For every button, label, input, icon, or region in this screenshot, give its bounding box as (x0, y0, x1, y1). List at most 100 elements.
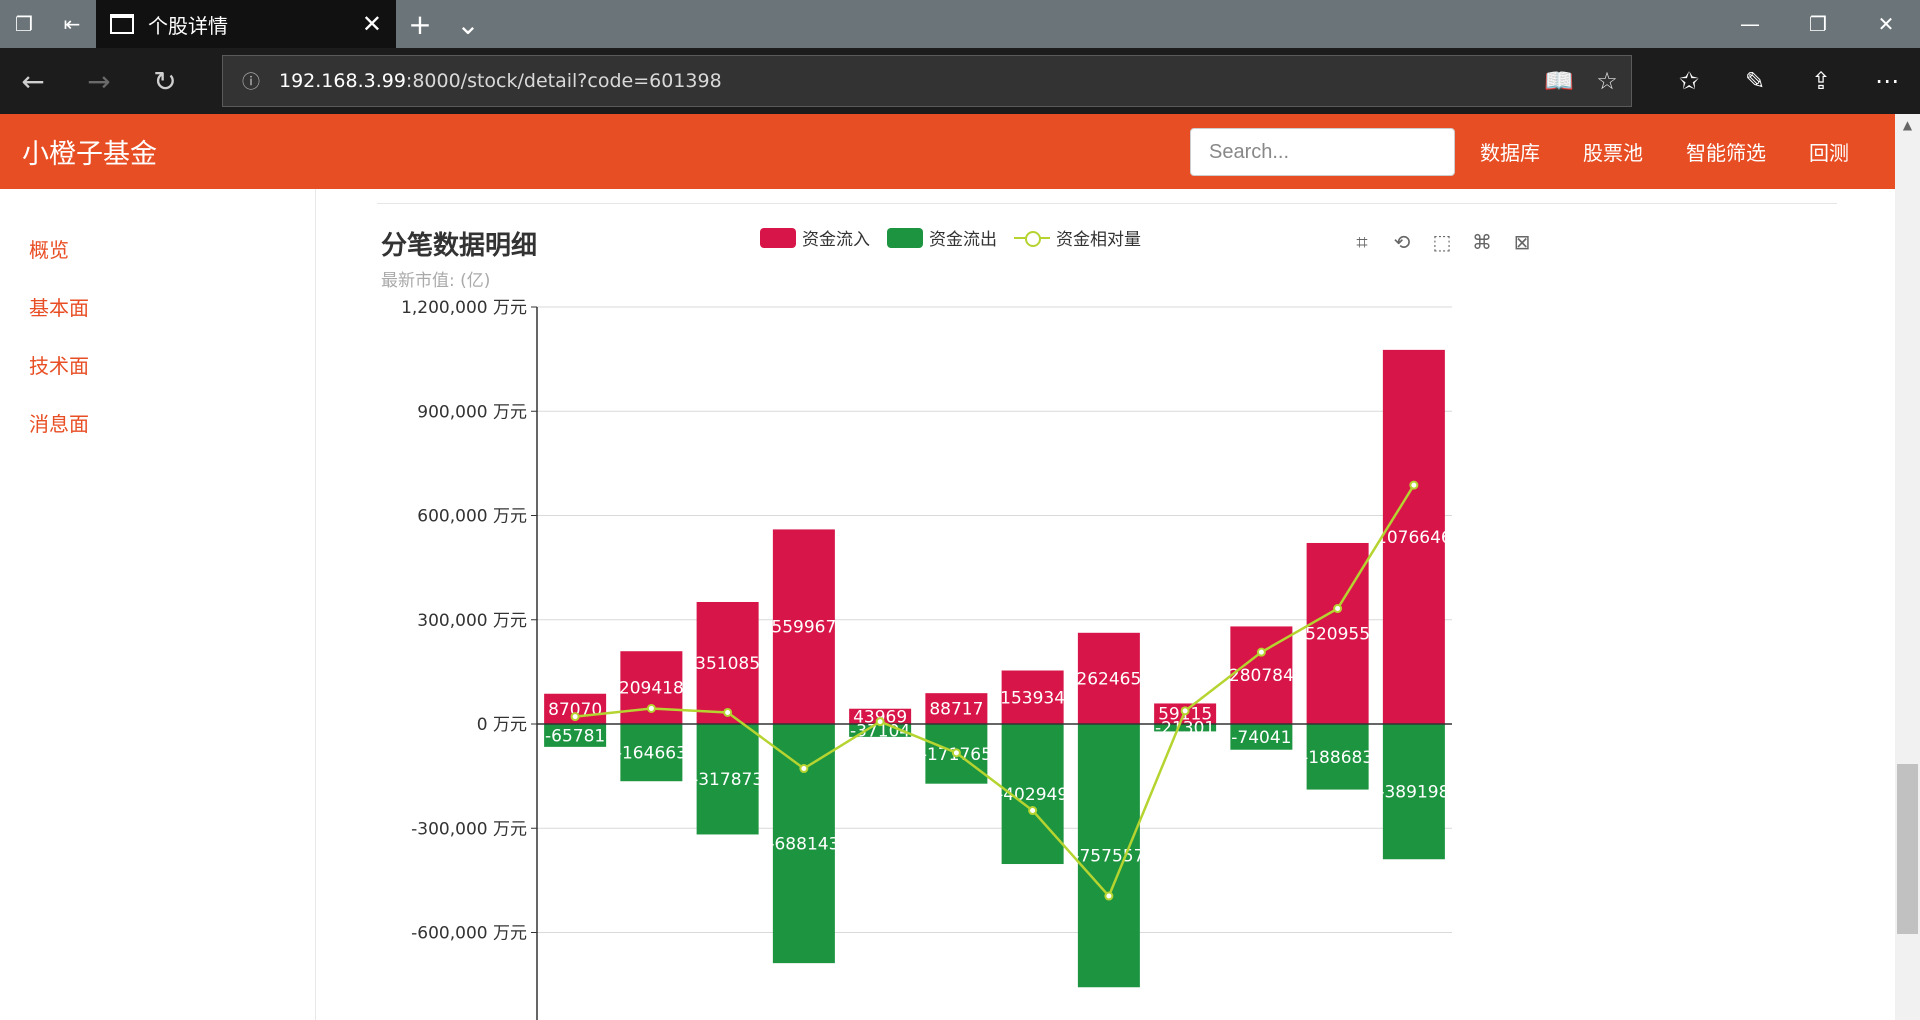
y-tick-label: 600,000 万元 (417, 507, 527, 527)
y-tick-label: 300,000 万元 (417, 611, 527, 631)
scroll-up-icon[interactable]: ▲ (1902, 118, 1913, 132)
relative-point (1333, 604, 1343, 614)
sidebar-item-fundamentals[interactable]: 基本面 (29, 296, 89, 320)
url-field[interactable]: ⓘ 192.168.3.99:8000/stock/detail?code=60… (222, 55, 1632, 107)
relative-point (1409, 480, 1419, 490)
zoom-icon[interactable]: ⌗ (1356, 230, 1368, 254)
outflow-bar (772, 724, 835, 964)
outflow-data-label: -688143 (768, 835, 839, 855)
inflow-bar (849, 708, 912, 724)
relative-point (1104, 891, 1114, 901)
outflow-bar (1306, 724, 1369, 790)
relative-point (723, 707, 733, 717)
legend-item-relative[interactable]: 资金相对量 (1014, 225, 1141, 250)
outflow-data-label: -188683 (1302, 748, 1373, 768)
favorites-icon[interactable]: ✩ (1678, 67, 1700, 95)
legend-swatch-outflow (887, 227, 923, 248)
outflow-data-label: -74041 (1231, 728, 1291, 748)
relative-point (1256, 647, 1266, 657)
top-nav: 数据库 股票池 智能筛选 回测 (1480, 114, 1892, 189)
outflow-data-label: -164663 (616, 744, 687, 764)
nav-backtest[interactable]: 回测 (1809, 141, 1849, 165)
relative-point (1180, 706, 1190, 716)
set-aside-tabs-icon[interactable]: ⇤ (63, 12, 81, 36)
outflow-data-label: -389198 (1378, 783, 1449, 803)
titlebar-drag-area (492, 0, 1716, 48)
outflow-data-label: -317873 (692, 770, 763, 790)
rect-select-icon[interactable]: ⬚ (1432, 230, 1452, 254)
outflow-bar (1154, 724, 1217, 732)
outflow-data-label: -21301 (1155, 719, 1215, 739)
lasso-select-icon[interactable]: ⌘ (1472, 230, 1492, 254)
share-icon[interactable]: ⇪ (1810, 67, 1832, 95)
outflow-bar (1230, 724, 1293, 750)
nav-stock-pool[interactable]: 股票池 (1583, 141, 1643, 165)
inflow-data-label: 351085 (695, 654, 760, 674)
inflow-bar (1382, 349, 1445, 724)
legend-label-relative: 资金相对量 (1056, 230, 1141, 250)
inflow-data-label: 153934 (1000, 688, 1065, 708)
scroll-thumb[interactable] (1897, 764, 1918, 934)
inflow-data-label: 209418 (619, 679, 684, 699)
reading-view-icon[interactable]: 📖 (1544, 67, 1574, 95)
inflow-data-label: 280784 (1229, 666, 1294, 686)
sidebar-item-technicals[interactable]: 技术面 (29, 354, 89, 378)
legend-label-inflow: 资金流入 (802, 230, 870, 250)
chart-legend: 资金流入 资金流出 资金相对量 (760, 225, 1158, 250)
nav-database[interactable]: 数据库 (1480, 141, 1540, 165)
nav-smart-filter[interactable]: 智能筛选 (1686, 141, 1766, 165)
relative-point (951, 748, 961, 758)
legend-swatch-relative (1014, 228, 1050, 248)
legend-item-inflow[interactable]: 资金流入 (760, 225, 870, 250)
inflow-data-label: 1076646 (1376, 528, 1452, 548)
sidebar-item-news[interactable]: 消息面 (29, 412, 89, 436)
outflow-data-label: -757557 (1073, 847, 1144, 867)
y-tick-label: 1,200,000 万元 (401, 298, 527, 318)
tab-manager-icon[interactable]: ❐ (15, 12, 33, 36)
site-info-icon[interactable]: ⓘ (242, 72, 260, 93)
y-tick-label: 900,000 万元 (417, 402, 527, 422)
tab-list-chevron-icon[interactable]: ⌄ (456, 7, 480, 41)
legend-label-outflow: 资金流出 (929, 230, 997, 250)
chart-toolbox: ⌗ ⟲ ⬚ ⌘ ⊠ (1342, 227, 1542, 257)
page-scrollbar[interactable]: ▲ (1895, 114, 1920, 1020)
divider (377, 203, 1837, 204)
refresh-icon[interactable]: ↻ (153, 64, 177, 98)
outflow-bar (1382, 724, 1445, 860)
relative-line (574, 484, 1415, 899)
back-icon[interactable]: ← (21, 64, 45, 98)
browser-tab-active[interactable]: 个股详情 ✕ (96, 0, 396, 48)
sidebar-item-overview[interactable]: 概览 (29, 238, 69, 262)
y-tick-label: 0 万元 (477, 715, 527, 735)
relative-point (799, 764, 809, 774)
inflow-data-label: 520955 (1305, 624, 1370, 644)
outflow-bar (696, 724, 759, 835)
chart-title: 分笔数据明细 (381, 231, 538, 261)
forward-icon[interactable]: → (87, 64, 111, 98)
relative-point (646, 703, 656, 713)
brand-logo[interactable]: 小橙子基金 (22, 139, 157, 170)
inflow-data-label: 88717 (929, 700, 983, 720)
new-tab-icon[interactable]: + (408, 7, 432, 41)
inflow-bar (772, 529, 835, 724)
y-tick-label: -300,000 万元 (411, 819, 527, 839)
relative-point (1028, 806, 1038, 816)
outflow-bar (1077, 724, 1140, 988)
pen-icon[interactable]: ✎ (1744, 67, 1766, 95)
inflow-data-label: 262465 (1076, 669, 1141, 689)
url-text[interactable]: 192.168.3.99:8000/stock/detail?code=6013… (279, 70, 722, 92)
favorite-star-icon[interactable]: ☆ (1596, 67, 1618, 95)
zoom-reset-icon[interactable]: ⟲ (1393, 230, 1411, 254)
inflow-bar (1077, 632, 1140, 724)
page-icon (110, 14, 134, 34)
tab-close-icon[interactable]: ✕ (361, 10, 382, 38)
clear-select-icon[interactable]: ⊠ (1513, 230, 1531, 254)
legend-item-outflow[interactable]: 资金流出 (887, 225, 997, 250)
restore-icon[interactable]: ❐ (1809, 12, 1827, 36)
outflow-data-label: -65781 (545, 726, 605, 746)
more-icon[interactable]: ⋯ (1875, 67, 1899, 95)
minimize-icon[interactable]: — (1740, 12, 1760, 36)
search-input[interactable] (1190, 128, 1455, 176)
inflow-bar (1001, 670, 1064, 724)
window-close-icon[interactable]: ✕ (1877, 12, 1895, 36)
